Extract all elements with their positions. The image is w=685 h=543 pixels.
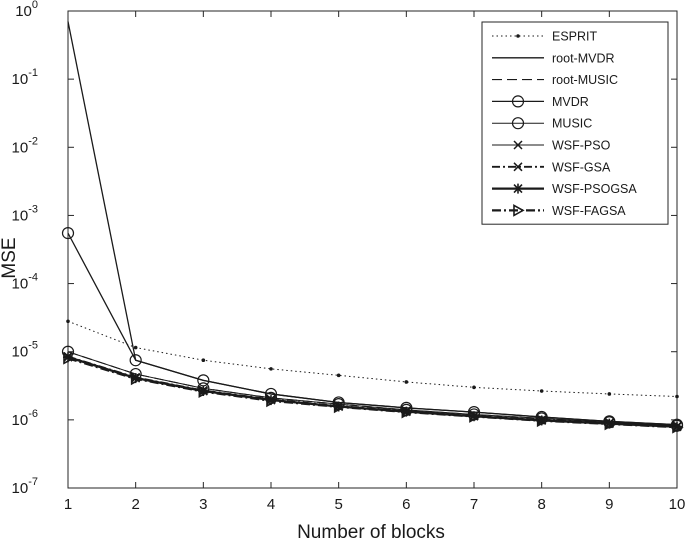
y-tick-label: 10-6 bbox=[12, 408, 38, 429]
x-tick-label: 1 bbox=[64, 496, 72, 513]
legend-label: WSF-PSO bbox=[552, 139, 611, 153]
x-tick-label: 9 bbox=[605, 496, 613, 513]
series-line-mvdr bbox=[67, 232, 678, 426]
point-mvdr bbox=[197, 374, 210, 387]
legend-entry-root-music: root-MUSIC bbox=[492, 73, 618, 87]
point-wsf-fagsa bbox=[63, 351, 75, 365]
x-tick-label: 8 bbox=[537, 496, 545, 513]
point-esprit bbox=[675, 394, 679, 399]
legend-marker bbox=[511, 95, 525, 108]
legend-entry-music: MUSIC bbox=[492, 117, 592, 131]
series-mvdr bbox=[61, 227, 684, 431]
legend-entry-wsf-gsa: WSF-GSA bbox=[492, 160, 611, 174]
legend-marker bbox=[516, 34, 520, 38]
y-tick-label: 10-2 bbox=[12, 135, 38, 156]
series-esprit bbox=[66, 319, 679, 399]
point-esprit bbox=[133, 345, 138, 350]
point-esprit bbox=[336, 373, 341, 378]
legend-marker bbox=[513, 140, 523, 150]
x-tick-label: 4 bbox=[267, 496, 275, 513]
y-tick-label: 10-4 bbox=[12, 272, 38, 293]
x-tick-label: 3 bbox=[199, 496, 207, 513]
legend-label: WSF-FAGSA bbox=[552, 204, 626, 218]
legend-marker bbox=[511, 117, 525, 130]
point-wsf-fagsa bbox=[266, 394, 278, 408]
series-wsf-pso bbox=[63, 351, 682, 431]
point-wsf-fagsa bbox=[536, 414, 549, 428]
series-line-wsf-fagsa bbox=[67, 357, 678, 429]
legend-label: root-MUSIC bbox=[552, 73, 618, 87]
point-esprit bbox=[472, 385, 476, 390]
series-line-root-music bbox=[67, 351, 678, 427]
legend: ESPRIT root-MVDR root-MUSIC MVDR MUSIC WSF-PS… bbox=[481, 21, 669, 225]
legend-label: WSF-GSA bbox=[552, 160, 611, 174]
series-wsf-gsa bbox=[63, 351, 682, 431]
legend-entry-mvdr: MVDR bbox=[492, 95, 589, 109]
legend-entry-esprit: ESPRIT bbox=[492, 30, 598, 44]
y-tick-label: 10-7 bbox=[12, 476, 38, 497]
point-esprit bbox=[404, 380, 409, 384]
point-mvdr bbox=[129, 354, 142, 367]
point-esprit bbox=[607, 392, 612, 396]
point-esprit bbox=[66, 319, 70, 324]
point-esprit bbox=[269, 367, 273, 371]
point-wsf-fagsa bbox=[198, 385, 210, 398]
point-wsf-fagsa bbox=[604, 417, 616, 431]
legend-label: WSF-PSOGSA bbox=[552, 182, 637, 196]
x-tick-label: 7 bbox=[470, 496, 478, 513]
point-wsf-fagsa bbox=[672, 420, 684, 434]
legend-label: ESPRIT bbox=[552, 30, 598, 44]
y-axis-label: MSE bbox=[0, 237, 20, 278]
x-tick-label: 10 bbox=[669, 496, 685, 513]
x-tick-label: 2 bbox=[131, 496, 139, 513]
series-root-music bbox=[67, 351, 678, 427]
legend-label: MUSIC bbox=[552, 117, 592, 131]
y-tick-label: 100 bbox=[15, 0, 38, 20]
x-axis-label: Number of blocks bbox=[297, 522, 445, 543]
legend-marker bbox=[513, 162, 523, 172]
legend-label: root-MVDR bbox=[552, 51, 615, 65]
legend-label: MVDR bbox=[552, 95, 589, 109]
legend-marker bbox=[513, 204, 525, 217]
point-mvdr bbox=[61, 227, 75, 240]
series-wsf-fagsa bbox=[63, 351, 684, 434]
legend-entry-wsf-fagsa: WSF-FAGSA bbox=[492, 204, 626, 218]
point-wsf-fagsa bbox=[469, 410, 481, 423]
plot-area bbox=[67, 10, 678, 489]
point-esprit bbox=[201, 358, 206, 363]
point-wsf-fagsa bbox=[401, 405, 413, 419]
legend-entry-wsf-pso: WSF-PSO bbox=[492, 139, 611, 153]
x-tick-label: 6 bbox=[402, 496, 410, 513]
series-line-esprit bbox=[67, 320, 678, 398]
series-line-music bbox=[67, 351, 678, 427]
y-tick-label: 10-5 bbox=[12, 340, 38, 361]
point-esprit bbox=[539, 389, 544, 393]
legend-entry-wsf-psogsa: WSF-PSOGSA bbox=[492, 182, 637, 196]
y-tick-label: 10-1 bbox=[12, 67, 38, 88]
series-music bbox=[61, 345, 684, 432]
legend-marker bbox=[513, 183, 523, 194]
y-tick-label: 10-3 bbox=[12, 203, 38, 224]
x-tick-label: 5 bbox=[334, 496, 342, 513]
legend-entry-root-mvdr: root-MVDR bbox=[492, 51, 615, 65]
point-wsf-fagsa bbox=[333, 400, 346, 414]
point-wsf-fagsa bbox=[130, 372, 143, 386]
